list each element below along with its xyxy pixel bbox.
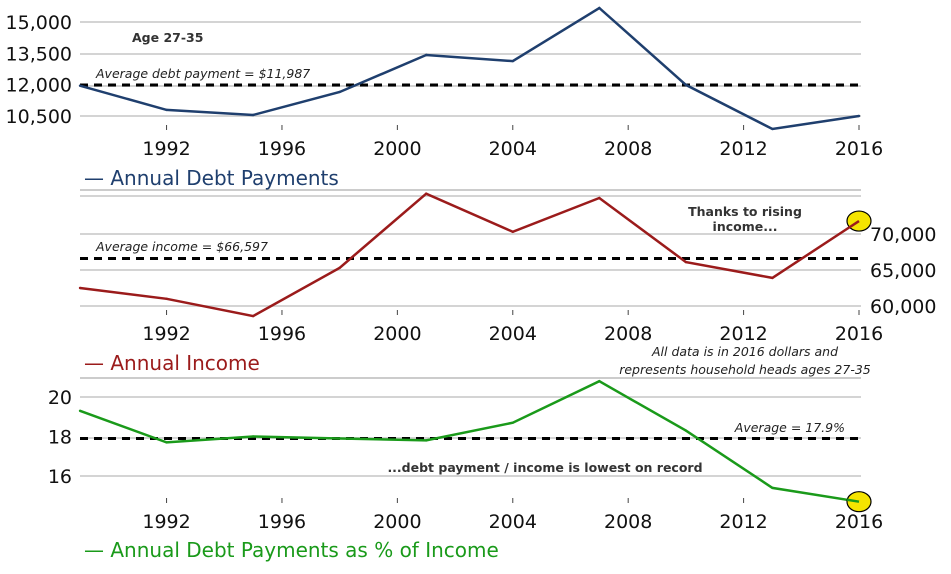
series-line — [79, 192, 860, 318]
data-point — [338, 90, 341, 94]
annotation: ...debt payment / income is lowest on re… — [387, 460, 702, 475]
data-point — [771, 486, 774, 490]
x-tick-label: 2000 — [373, 323, 421, 345]
data-point — [511, 230, 514, 234]
x-tick-label: 1992 — [142, 511, 190, 533]
data-point — [165, 297, 168, 300]
data-point — [251, 314, 255, 318]
data-point — [425, 53, 428, 57]
data-point — [684, 429, 688, 432]
y-tick-label: 70,000 — [870, 224, 936, 246]
x-tick-label: 1992 — [142, 323, 190, 345]
annotation: All data is in 2016 dollars and — [651, 344, 838, 359]
y-tick-label: 18 — [48, 427, 72, 449]
y-tick-label: 60,000 — [870, 296, 936, 318]
data-point — [598, 380, 601, 383]
x-tick-label: 2016 — [835, 323, 883, 345]
series-line-segment — [848, 219, 860, 229]
legend-entry: — Annual Debt Payments — [84, 166, 339, 190]
data-point — [251, 113, 255, 117]
y-tick-label: 65,000 — [870, 260, 936, 282]
x-tick-label: 2012 — [719, 138, 767, 160]
data-point — [771, 127, 774, 131]
data-point — [511, 421, 514, 424]
legend-entry: — Annual Income — [84, 351, 260, 375]
x-tick-label: 2008 — [604, 138, 652, 160]
average-label: Average income = $66,597 — [95, 239, 268, 254]
x-tick-label: 2000 — [373, 511, 421, 533]
data-point — [684, 260, 688, 264]
x-tick-label: 1996 — [258, 511, 306, 533]
x-tick-label: 2016 — [835, 138, 883, 160]
y-tick-label: 13,500 — [6, 43, 72, 65]
series-line — [79, 6, 860, 131]
y-tick-label: 16 — [48, 466, 72, 488]
y-tick-label: 20 — [48, 387, 72, 409]
x-tick-label: 2016 — [835, 511, 883, 533]
x-tick-label: 2012 — [719, 511, 767, 533]
data-point — [165, 441, 168, 444]
average-label: Average debt payment = $11,987 — [95, 66, 310, 81]
data-point — [251, 435, 255, 438]
x-tick-label: 2004 — [489, 323, 537, 345]
y-tick-label: 15,000 — [6, 12, 72, 34]
data-point — [78, 409, 82, 413]
annotation: Thanks to rising — [688, 204, 802, 219]
x-tick-label: 2008 — [604, 323, 652, 345]
data-point — [598, 196, 601, 200]
series-line — [79, 379, 860, 503]
x-tick-label: 1992 — [142, 138, 190, 160]
x-tick-label: 1996 — [258, 138, 306, 160]
x-tick-label: 2004 — [489, 138, 537, 160]
data-point — [165, 108, 168, 112]
x-tick-label: 2000 — [373, 138, 421, 160]
x-tick-label: 2012 — [719, 323, 767, 345]
data-point — [78, 286, 82, 290]
y-tick-label: 10,500 — [6, 106, 72, 128]
x-tick-label: 2004 — [489, 511, 537, 533]
data-point — [338, 437, 341, 440]
annotation: represents household heads ages 27-35 — [619, 362, 871, 377]
data-point — [511, 59, 514, 63]
annotation: income... — [713, 219, 778, 234]
data-point — [857, 114, 861, 118]
data-point — [78, 84, 82, 87]
data-point — [425, 439, 428, 442]
data-point — [338, 266, 341, 270]
x-tick-label: 2008 — [604, 511, 652, 533]
x-tick-label: 1996 — [258, 323, 306, 345]
data-point — [771, 276, 774, 280]
data-point — [684, 83, 688, 87]
y-tick-label: 12,000 — [6, 75, 72, 97]
data-point — [425, 192, 428, 195]
data-point — [598, 6, 601, 10]
series-line-segment — [846, 498, 860, 503]
average-label: Average = 17.9% — [734, 420, 845, 435]
legend-entry: — Annual Debt Payments as % of Income — [84, 538, 499, 562]
annotation: Age 27-35 — [132, 30, 203, 45]
